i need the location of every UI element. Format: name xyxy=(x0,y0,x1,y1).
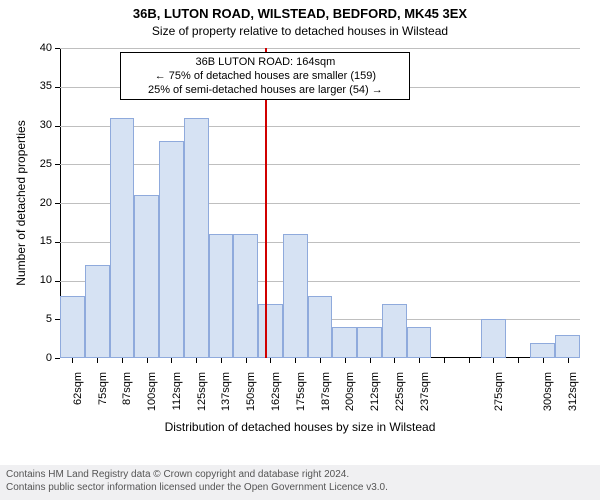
x-tick-mark xyxy=(568,358,569,363)
histogram-bar xyxy=(85,265,110,358)
x-tick-mark xyxy=(394,358,395,363)
histogram-bar xyxy=(159,141,184,358)
histogram-bar xyxy=(382,304,407,358)
chart-title-line1: 36B, LUTON ROAD, WILSTEAD, BEDFORD, MK45… xyxy=(0,6,600,21)
x-tick-mark xyxy=(543,358,544,363)
x-tick-mark xyxy=(518,358,519,363)
histogram-bar xyxy=(407,327,432,358)
histogram-bar xyxy=(481,319,506,358)
x-tick-mark xyxy=(370,358,371,363)
histogram-bar xyxy=(134,195,159,358)
annotation-line1: 36B LUTON ROAD: 164sqm xyxy=(125,56,405,70)
y-tick-mark xyxy=(55,126,60,127)
x-tick-mark xyxy=(171,358,172,363)
x-tick-mark xyxy=(196,358,197,363)
x-tick-mark xyxy=(221,358,222,363)
y-tick-mark xyxy=(55,164,60,165)
x-tick-mark xyxy=(444,358,445,363)
annotation-line2: ← 75% of detached houses are smaller (15… xyxy=(125,70,405,84)
histogram-bar xyxy=(283,234,308,358)
x-tick-mark xyxy=(122,358,123,363)
gridline xyxy=(60,164,580,165)
histogram-bar xyxy=(209,234,234,358)
y-tick-mark xyxy=(55,203,60,204)
y-tick-mark xyxy=(55,281,60,282)
histogram-bar xyxy=(60,296,85,358)
x-tick-mark xyxy=(493,358,494,363)
y-tick-mark xyxy=(55,358,60,359)
y-tick-mark xyxy=(55,48,60,49)
y-tick-label: 30 xyxy=(22,119,52,131)
y-tick-label: 35 xyxy=(22,80,52,92)
x-tick-mark xyxy=(270,358,271,363)
histogram-bar xyxy=(258,304,283,358)
y-tick-label: 5 xyxy=(22,313,52,325)
footer-line2: Contains public sector information licen… xyxy=(6,482,594,495)
histogram-bar xyxy=(332,327,357,358)
y-tick-label: 20 xyxy=(22,197,52,209)
y-tick-mark xyxy=(55,319,60,320)
y-tick-label: 15 xyxy=(22,235,52,247)
histogram-bar xyxy=(184,118,209,358)
x-axis-label: Distribution of detached houses by size … xyxy=(0,420,600,434)
histogram-bar xyxy=(530,343,555,359)
histogram-bar xyxy=(357,327,382,358)
x-tick-mark xyxy=(345,358,346,363)
gridline xyxy=(60,48,580,49)
x-tick-mark xyxy=(419,358,420,363)
footer: Contains HM Land Registry data © Crown c… xyxy=(0,465,600,500)
x-tick-mark xyxy=(295,358,296,363)
histogram-bar xyxy=(308,296,333,358)
y-tick-label: 25 xyxy=(22,158,52,170)
footer-line1: Contains HM Land Registry data © Crown c… xyxy=(6,469,594,482)
histogram-bar xyxy=(233,234,258,358)
x-tick-mark xyxy=(147,358,148,363)
x-tick-mark xyxy=(320,358,321,363)
y-tick-mark xyxy=(55,242,60,243)
histogram-bar xyxy=(555,335,580,358)
histogram-bar xyxy=(110,118,135,358)
y-tick-label: 10 xyxy=(22,274,52,286)
annotation-box: 36B LUTON ROAD: 164sqm← 75% of detached … xyxy=(120,52,410,100)
y-tick-label: 40 xyxy=(22,42,52,54)
y-tick-mark xyxy=(55,87,60,88)
x-tick-mark xyxy=(246,358,247,363)
annotation-line3: 25% of semi-detached houses are larger (… xyxy=(125,84,405,98)
y-tick-label: 0 xyxy=(22,352,52,364)
x-tick-mark xyxy=(469,358,470,363)
gridline xyxy=(60,126,580,127)
x-tick-mark xyxy=(72,358,73,363)
chart-title-line2: Size of property relative to detached ho… xyxy=(0,24,600,38)
x-tick-mark xyxy=(97,358,98,363)
